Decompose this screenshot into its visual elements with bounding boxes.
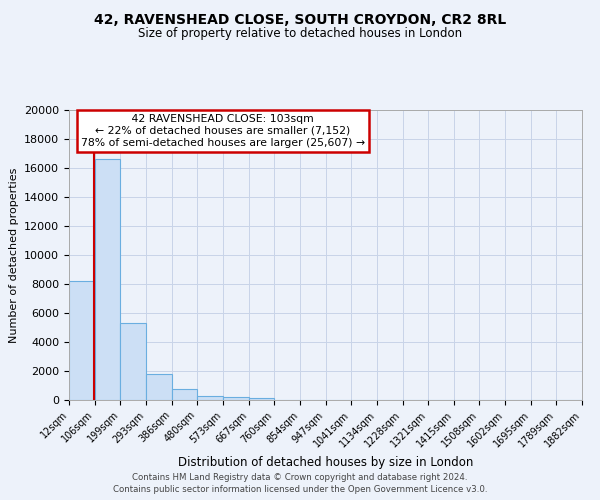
X-axis label: Distribution of detached houses by size in London: Distribution of detached houses by size … (178, 456, 473, 469)
Text: Size of property relative to detached houses in London: Size of property relative to detached ho… (138, 28, 462, 40)
Bar (121, 323, 146, 400)
Bar (146, 374, 172, 400)
Text: Contains public sector information licensed under the Open Government Licence v3: Contains public sector information licen… (113, 485, 487, 494)
Text: Contains HM Land Registry data © Crown copyright and database right 2024.: Contains HM Land Registry data © Crown c… (132, 472, 468, 482)
Bar (172, 389, 197, 400)
Bar (223, 397, 248, 400)
Y-axis label: Number of detached properties: Number of detached properties (8, 168, 19, 342)
Text: 42 RAVENSHEAD CLOSE: 103sqm   
← 22% of detached houses are smaller (7,152)
78% : 42 RAVENSHEAD CLOSE: 103sqm ← 22% of det… (81, 114, 365, 148)
Bar (248, 398, 274, 400)
Text: 42, RAVENSHEAD CLOSE, SOUTH CROYDON, CR2 8RL: 42, RAVENSHEAD CLOSE, SOUTH CROYDON, CR2… (94, 12, 506, 26)
Bar (95, 160, 120, 400)
Bar (197, 396, 223, 400)
Bar (69, 281, 95, 400)
